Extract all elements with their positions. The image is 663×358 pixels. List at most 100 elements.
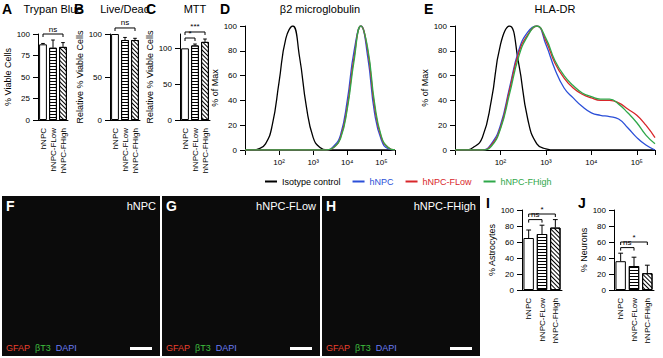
svg-text:hNPC-FHigh: hNPC-FHigh bbox=[551, 298, 560, 343]
svg-text:100: 100 bbox=[434, 22, 448, 31]
svg-text:I: I bbox=[486, 195, 490, 211]
svg-text:hNPC-FHigh: hNPC-FHigh bbox=[414, 200, 476, 212]
svg-text:50: 50 bbox=[163, 80, 172, 89]
svg-text:βT3: βT3 bbox=[35, 343, 51, 353]
svg-text:20: 20 bbox=[597, 270, 606, 279]
svg-text:hNPC-FLow: hNPC-FLow bbox=[538, 298, 547, 342]
svg-text:hNPC-FLow: hNPC-FLow bbox=[121, 128, 130, 172]
svg-text:hNPC-FLow: hNPC-FLow bbox=[630, 298, 639, 342]
svg-text:% Neurons: % Neurons bbox=[579, 227, 589, 272]
svg-text:hNPC-FLow: hNPC-FLow bbox=[423, 177, 473, 187]
svg-text:10³: 10³ bbox=[540, 158, 552, 167]
svg-text:60: 60 bbox=[438, 71, 447, 80]
svg-text:80: 80 bbox=[438, 46, 447, 55]
svg-text:% Viable Cells: % Viable Cells bbox=[3, 48, 13, 106]
svg-text:100: 100 bbox=[224, 22, 238, 31]
svg-text:C: C bbox=[146, 1, 156, 17]
svg-text:Relative % Viable Cells: Relative % Viable Cells bbox=[145, 30, 155, 123]
svg-text:hNPC: hNPC bbox=[111, 128, 120, 150]
svg-text:10⁴: 10⁴ bbox=[585, 158, 598, 167]
svg-text:ns: ns bbox=[531, 210, 539, 219]
svg-text:Relative % Viable Cells: Relative % Viable Cells bbox=[75, 30, 85, 123]
svg-text:80: 80 bbox=[505, 222, 514, 231]
svg-text:GFAP: GFAP bbox=[6, 343, 30, 353]
svg-text:75: 75 bbox=[21, 51, 30, 60]
svg-text:hNPC: hNPC bbox=[127, 200, 156, 212]
svg-text:hNPC-FLow: hNPC-FLow bbox=[191, 128, 200, 172]
svg-text:DAPI: DAPI bbox=[376, 343, 397, 353]
svg-text:50: 50 bbox=[93, 73, 102, 82]
svg-text:100: 100 bbox=[89, 30, 103, 39]
svg-text:60: 60 bbox=[597, 238, 606, 247]
svg-text:*: * bbox=[540, 205, 543, 214]
svg-text:hNPC-FHigh: hNPC-FHigh bbox=[501, 177, 552, 187]
svg-text:40: 40 bbox=[505, 254, 514, 263]
svg-text:βT3: βT3 bbox=[355, 343, 371, 353]
svg-text:hNPC: hNPC bbox=[39, 128, 48, 150]
svg-text:20: 20 bbox=[505, 270, 514, 279]
svg-text:*: * bbox=[632, 233, 635, 242]
svg-text:100: 100 bbox=[17, 30, 31, 39]
svg-text:0: 0 bbox=[26, 116, 31, 125]
svg-text:Live/Dead: Live/Dead bbox=[100, 3, 150, 15]
svg-text:10⁴: 10⁴ bbox=[341, 158, 354, 167]
svg-text:B: B bbox=[74, 1, 84, 17]
svg-text:hNPC-FLow: hNPC-FLow bbox=[49, 128, 58, 172]
svg-text:ns: ns bbox=[121, 18, 129, 27]
svg-text:0: 0 bbox=[443, 146, 448, 155]
svg-text:F: F bbox=[6, 198, 15, 214]
svg-text:100: 100 bbox=[159, 44, 173, 53]
svg-text:20: 20 bbox=[228, 121, 237, 130]
svg-text:hNPC-FHigh: hNPC-FHigh bbox=[201, 128, 210, 173]
svg-text:80: 80 bbox=[597, 222, 606, 231]
svg-text:10²: 10² bbox=[273, 158, 285, 167]
svg-text:hNPC-FLow: hNPC-FLow bbox=[256, 200, 316, 212]
svg-text:60: 60 bbox=[228, 71, 237, 80]
svg-text:50: 50 bbox=[21, 73, 30, 82]
svg-text:hNPC-FHigh: hNPC-FHigh bbox=[131, 128, 140, 173]
svg-text:0: 0 bbox=[168, 116, 173, 125]
svg-text:% Astrocytes: % Astrocytes bbox=[487, 223, 497, 276]
svg-text:10⁵: 10⁵ bbox=[375, 158, 387, 167]
svg-text:100: 100 bbox=[501, 206, 515, 215]
svg-text:G: G bbox=[166, 198, 177, 214]
svg-text:E: E bbox=[424, 1, 433, 17]
svg-text:hNPC: hNPC bbox=[616, 298, 625, 320]
svg-text:% of Max: % of Max bbox=[210, 69, 220, 107]
svg-text:hNPC: hNPC bbox=[524, 298, 533, 320]
svg-text:40: 40 bbox=[438, 96, 447, 105]
svg-text:GFAP: GFAP bbox=[326, 343, 350, 353]
svg-text:0: 0 bbox=[510, 286, 515, 295]
svg-text:***: *** bbox=[190, 22, 199, 31]
svg-text:0: 0 bbox=[602, 286, 607, 295]
svg-text:hNPC-FHigh: hNPC-FHigh bbox=[59, 128, 68, 173]
svg-text:60: 60 bbox=[505, 238, 514, 247]
svg-text:β2 microglobulin: β2 microglobulin bbox=[280, 3, 360, 15]
svg-text:H: H bbox=[326, 198, 336, 214]
svg-text:MTT: MTT bbox=[184, 3, 207, 15]
svg-text:0: 0 bbox=[98, 116, 103, 125]
svg-text:ns: ns bbox=[623, 238, 631, 247]
svg-text:40: 40 bbox=[597, 254, 606, 263]
svg-text:20: 20 bbox=[438, 121, 447, 130]
svg-text:100: 100 bbox=[593, 206, 607, 215]
svg-text:80: 80 bbox=[228, 46, 237, 55]
svg-text:10²: 10² bbox=[495, 158, 507, 167]
svg-text:DAPI: DAPI bbox=[56, 343, 77, 353]
svg-text:D: D bbox=[220, 1, 230, 17]
svg-text:ns: ns bbox=[49, 25, 57, 34]
svg-text:40: 40 bbox=[228, 96, 237, 105]
svg-text:hNPC-FHigh: hNPC-FHigh bbox=[643, 298, 652, 343]
svg-text:10⁵: 10⁵ bbox=[631, 158, 643, 167]
svg-text:Isotype control: Isotype control bbox=[282, 177, 341, 187]
svg-text:βT3: βT3 bbox=[195, 343, 211, 353]
svg-text:25: 25 bbox=[21, 94, 30, 103]
svg-text:10³: 10³ bbox=[307, 158, 319, 167]
svg-text:0: 0 bbox=[233, 146, 238, 155]
svg-text:hNPC: hNPC bbox=[370, 177, 395, 187]
svg-text:% of Max: % of Max bbox=[420, 69, 430, 107]
svg-text:GFAP: GFAP bbox=[166, 343, 190, 353]
svg-text:hNPC: hNPC bbox=[181, 128, 190, 150]
svg-text:HLA-DR: HLA-DR bbox=[535, 3, 576, 15]
svg-text:J: J bbox=[578, 195, 586, 211]
